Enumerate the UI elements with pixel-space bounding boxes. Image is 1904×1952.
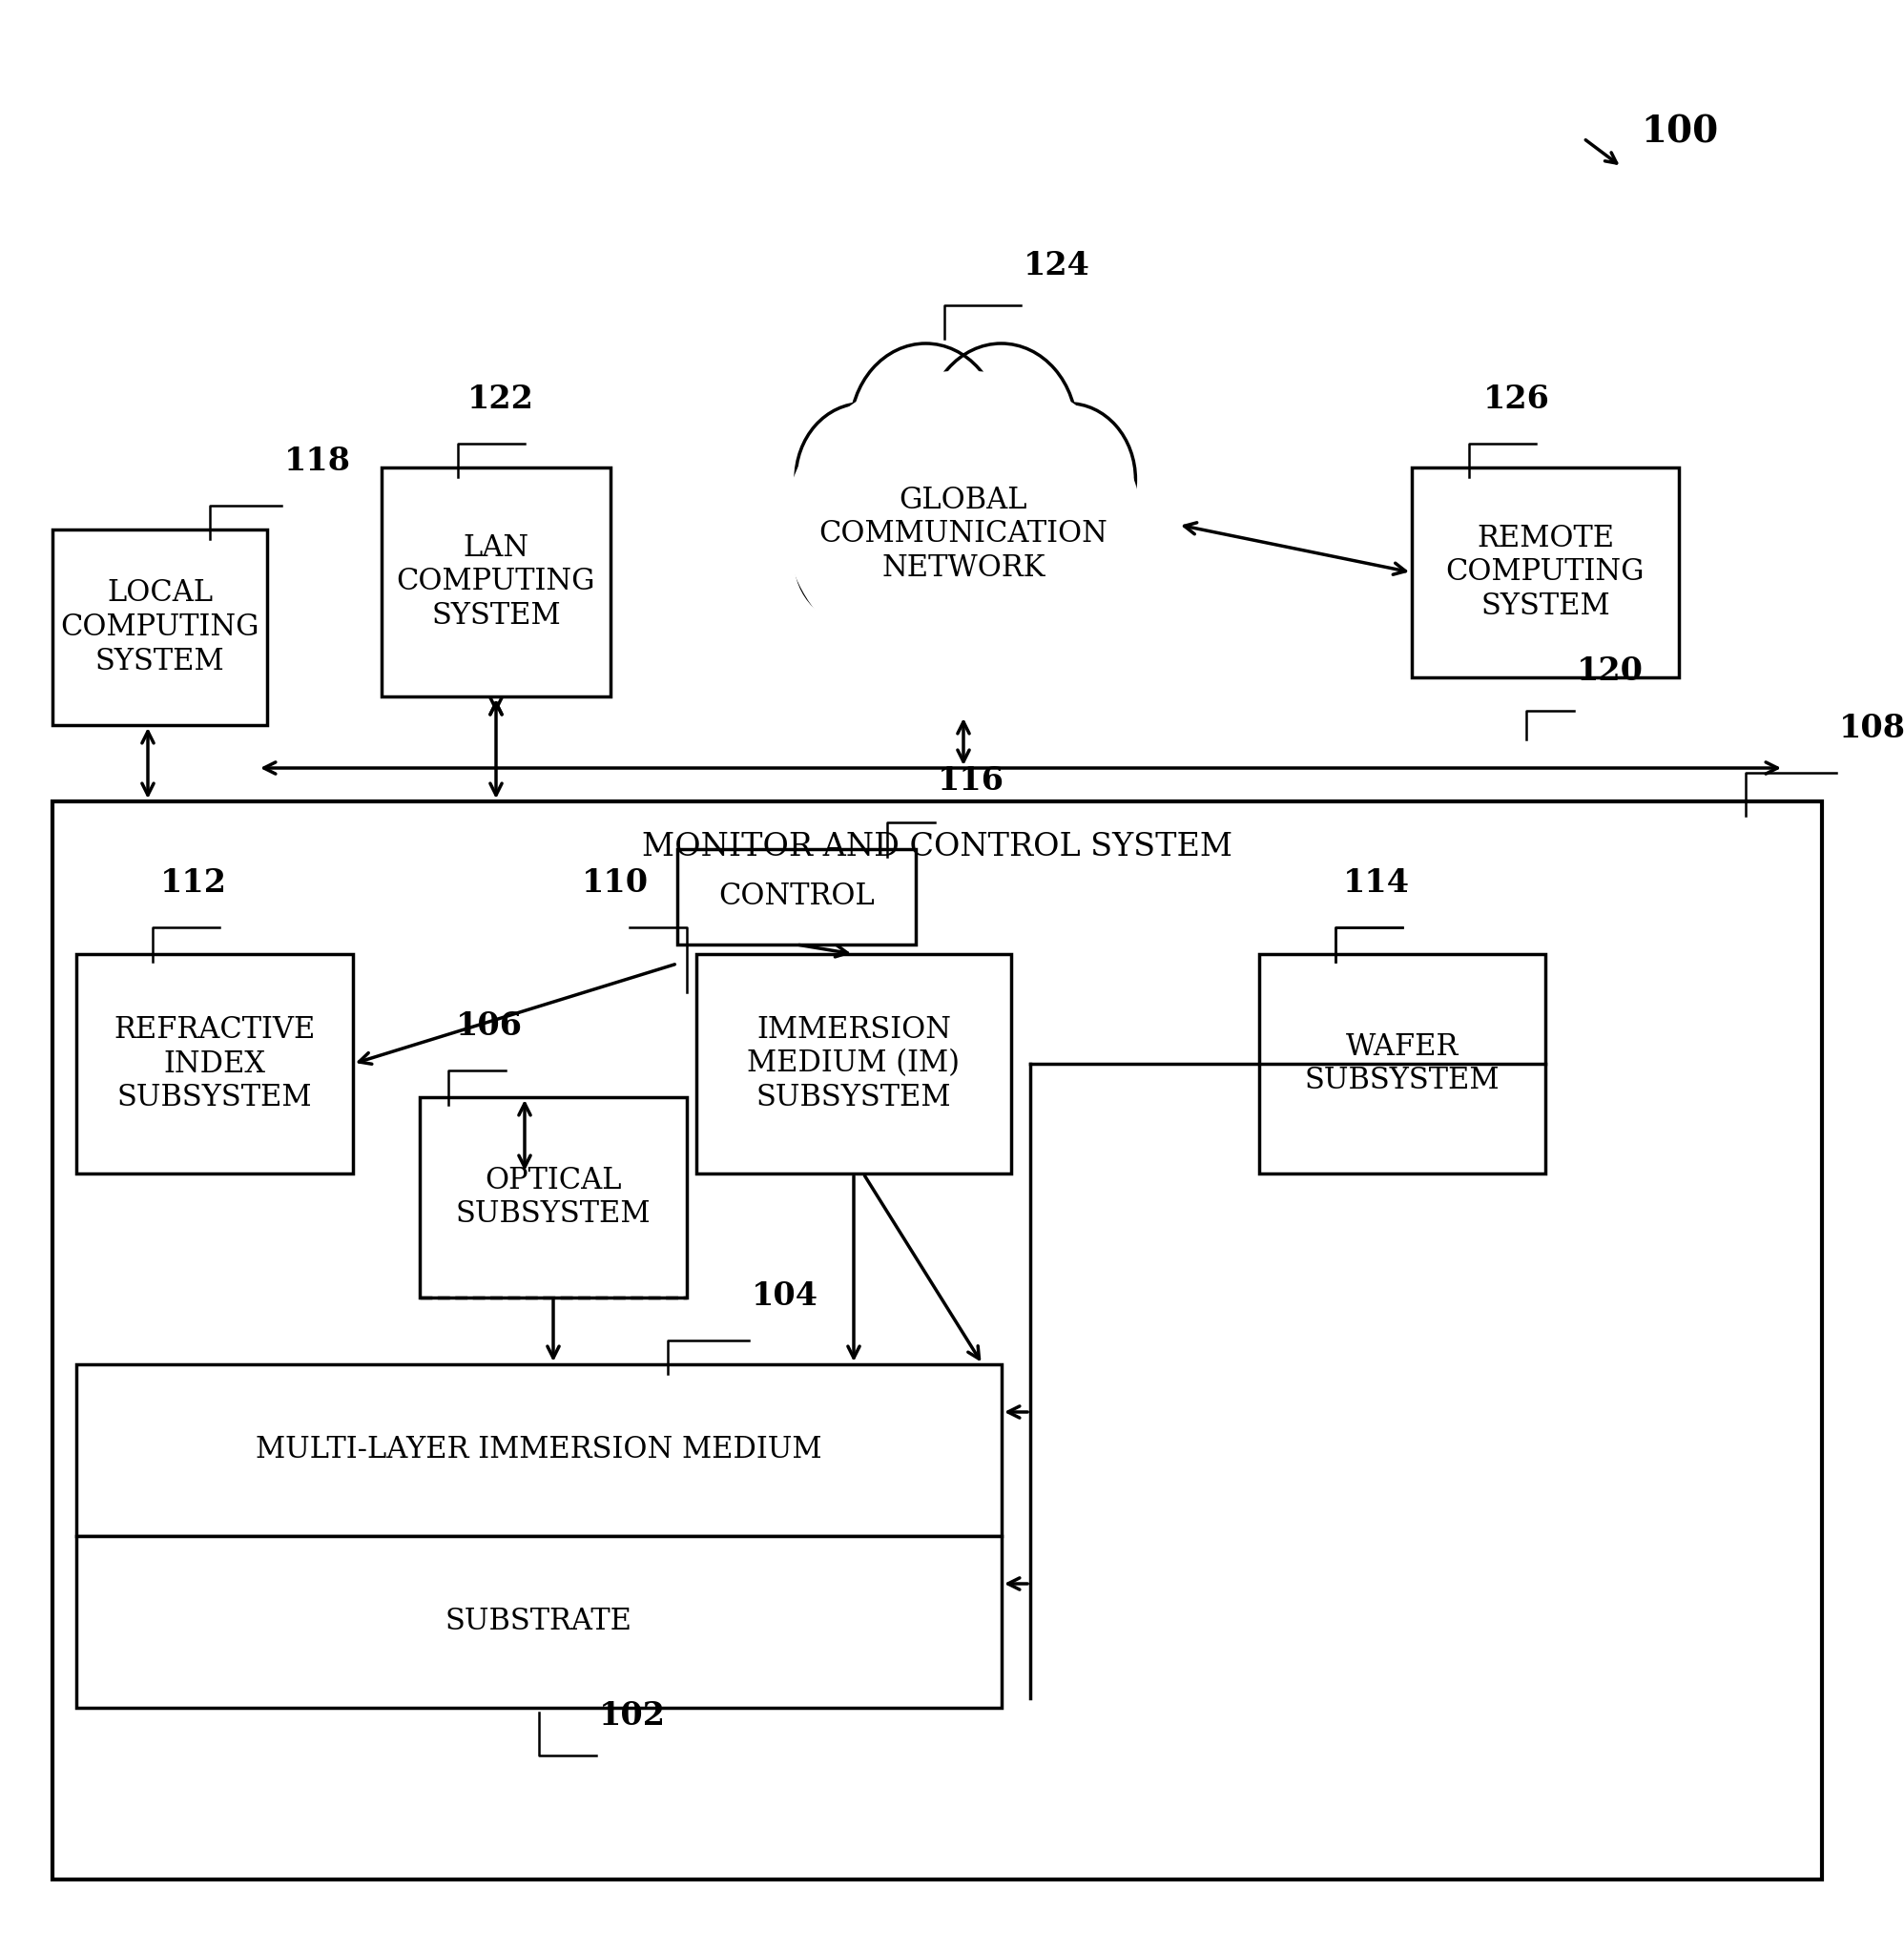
Bar <box>381 467 611 697</box>
Text: WAFER
SUBSYSTEM: WAFER SUBSYSTEM <box>1304 1033 1500 1095</box>
Ellipse shape <box>796 498 922 625</box>
Text: LOCAL
COMPUTING
SYSTEM: LOCAL COMPUTING SYSTEM <box>61 578 259 675</box>
Text: REFRACTIVE
INDEX
SUBSYSTEM: REFRACTIVE INDEX SUBSYSTEM <box>114 1015 316 1113</box>
Text: LAN
COMPUTING
SYSTEM: LAN COMPUTING SYSTEM <box>396 533 596 630</box>
Bar <box>697 955 1011 1173</box>
Text: 116: 116 <box>937 765 1005 796</box>
Text: 126: 126 <box>1483 383 1550 416</box>
Bar <box>1411 467 1679 677</box>
Ellipse shape <box>1009 504 1127 619</box>
Text: 112: 112 <box>160 867 227 898</box>
Text: MULTI-LAYER IMMERSION MEDIUM: MULTI-LAYER IMMERSION MEDIUM <box>255 1435 823 1464</box>
Text: 120: 120 <box>1577 656 1643 687</box>
Text: MONITOR AND CONTROL SYSTEM: MONITOR AND CONTROL SYSTEM <box>642 832 1232 863</box>
Text: CONTROL: CONTROL <box>718 882 874 912</box>
Text: OPTICAL
SUBSYSTEM: OPTICAL SUBSYSTEM <box>455 1165 651 1230</box>
Text: 118: 118 <box>284 445 350 476</box>
Bar <box>76 1364 1002 1536</box>
Text: 122: 122 <box>466 383 533 416</box>
Ellipse shape <box>849 344 1002 517</box>
Text: 110: 110 <box>583 867 649 898</box>
Text: IMMERSION
MEDIUM (IM)
SUBSYSTEM: IMMERSION MEDIUM (IM) SUBSYSTEM <box>748 1015 960 1113</box>
Text: 114: 114 <box>1342 867 1409 898</box>
Text: 106: 106 <box>455 1011 524 1042</box>
Text: REMOTE
COMPUTING
SYSTEM: REMOTE COMPUTING SYSTEM <box>1445 523 1645 621</box>
Ellipse shape <box>784 371 1142 679</box>
Text: 102: 102 <box>600 1700 666 1731</box>
Text: 100: 100 <box>1641 115 1717 150</box>
Bar <box>76 955 352 1173</box>
Text: 108: 108 <box>1839 712 1904 744</box>
Ellipse shape <box>925 344 1078 517</box>
Text: GLOBAL
COMMUNICATION
NETWORK: GLOBAL COMMUNICATION NETWORK <box>819 486 1108 584</box>
Bar <box>419 1097 687 1298</box>
Ellipse shape <box>796 404 929 556</box>
Text: 124: 124 <box>1024 250 1091 281</box>
Text: SUBSTRATE: SUBSTRATE <box>446 1606 632 1636</box>
Bar <box>678 849 916 945</box>
Ellipse shape <box>859 515 1068 642</box>
Bar <box>53 802 1822 1880</box>
Ellipse shape <box>847 416 1080 615</box>
Text: 104: 104 <box>752 1281 819 1312</box>
Bar <box>76 1536 1002 1708</box>
Bar <box>1259 955 1546 1173</box>
Ellipse shape <box>1002 404 1135 556</box>
Bar <box>53 529 267 724</box>
